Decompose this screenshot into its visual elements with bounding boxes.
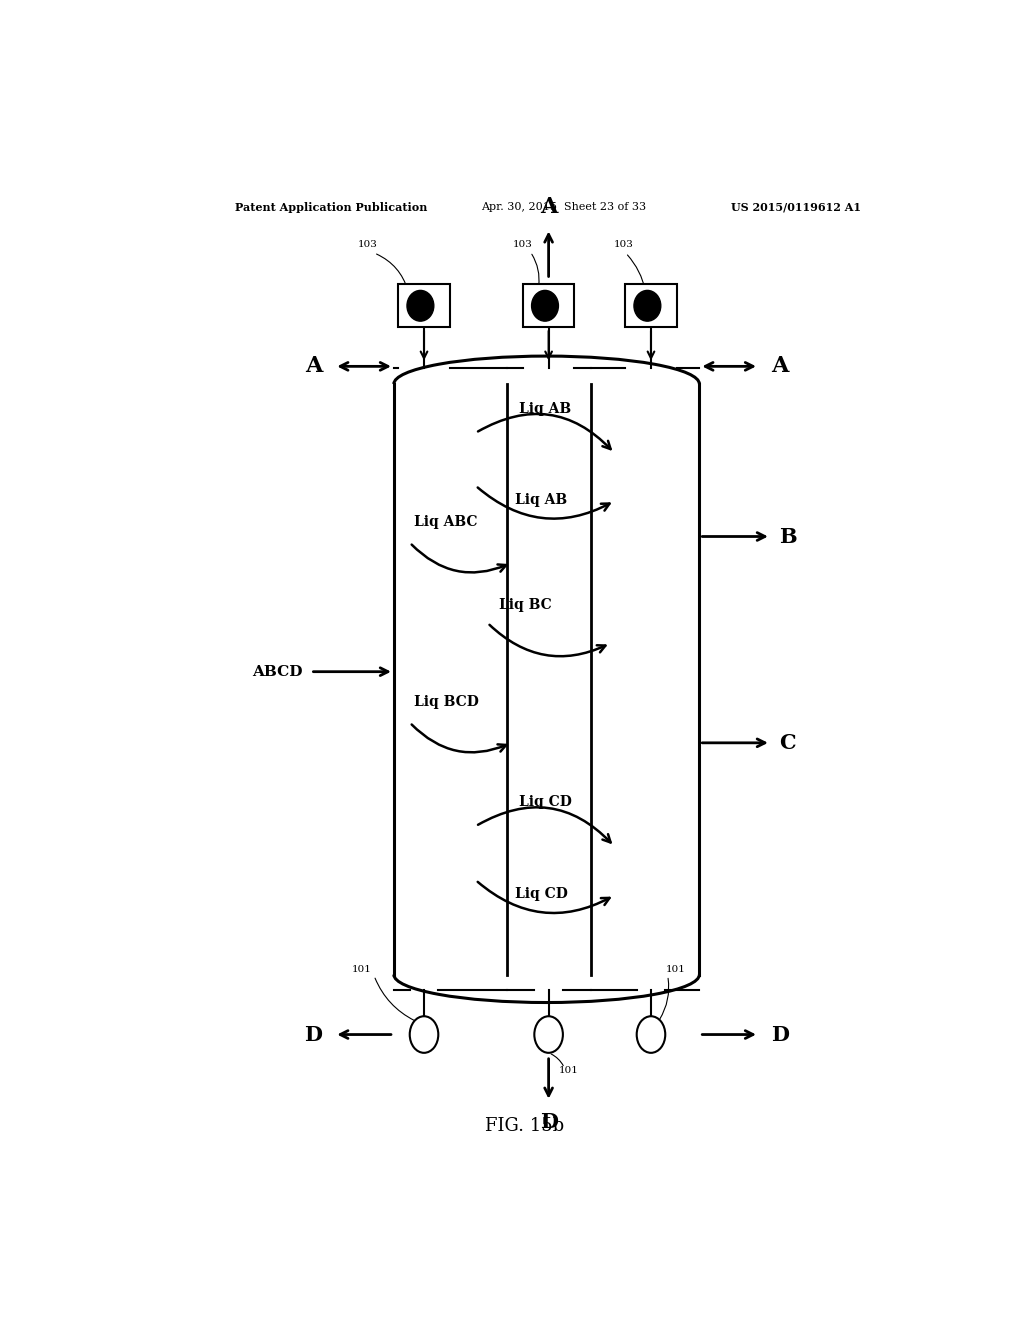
Text: 103: 103 bbox=[614, 240, 634, 249]
Text: ABCD: ABCD bbox=[252, 665, 303, 678]
Text: A: A bbox=[771, 355, 788, 378]
Text: A: A bbox=[305, 355, 323, 378]
Text: D: D bbox=[771, 1024, 788, 1044]
Text: 103: 103 bbox=[357, 240, 378, 249]
Text: C: C bbox=[778, 733, 796, 752]
Text: Patent Application Publication: Patent Application Publication bbox=[236, 202, 427, 213]
Bar bbox=[398, 284, 450, 327]
Text: Apr. 30, 2015  Sheet 23 of 33: Apr. 30, 2015 Sheet 23 of 33 bbox=[481, 202, 646, 213]
Text: 103: 103 bbox=[512, 240, 532, 249]
Bar bbox=[523, 284, 574, 327]
Text: Liq BCD: Liq BCD bbox=[414, 696, 478, 709]
Text: Liq AB: Liq AB bbox=[515, 492, 567, 507]
Text: 101: 101 bbox=[558, 1067, 579, 1076]
Ellipse shape bbox=[407, 290, 434, 321]
Circle shape bbox=[535, 1016, 563, 1053]
Text: A: A bbox=[540, 197, 557, 218]
Bar bbox=[626, 284, 677, 327]
Text: D: D bbox=[540, 1111, 558, 1131]
Text: Liq AB: Liq AB bbox=[519, 401, 571, 416]
Text: 101: 101 bbox=[352, 965, 372, 974]
Text: Liq CD: Liq CD bbox=[519, 795, 572, 809]
Circle shape bbox=[410, 1016, 438, 1053]
Text: US 2015/0119612 A1: US 2015/0119612 A1 bbox=[731, 202, 861, 213]
Ellipse shape bbox=[531, 290, 558, 321]
Text: 101: 101 bbox=[666, 965, 685, 974]
Text: Liq ABC: Liq ABC bbox=[414, 515, 477, 529]
Text: D: D bbox=[304, 1024, 323, 1044]
Circle shape bbox=[637, 1016, 666, 1053]
Text: Liq CD: Liq CD bbox=[515, 887, 568, 902]
Text: FIG. 15b: FIG. 15b bbox=[485, 1117, 564, 1135]
Text: Liq BC: Liq BC bbox=[500, 598, 552, 611]
Text: B: B bbox=[778, 527, 797, 546]
Ellipse shape bbox=[634, 290, 660, 321]
